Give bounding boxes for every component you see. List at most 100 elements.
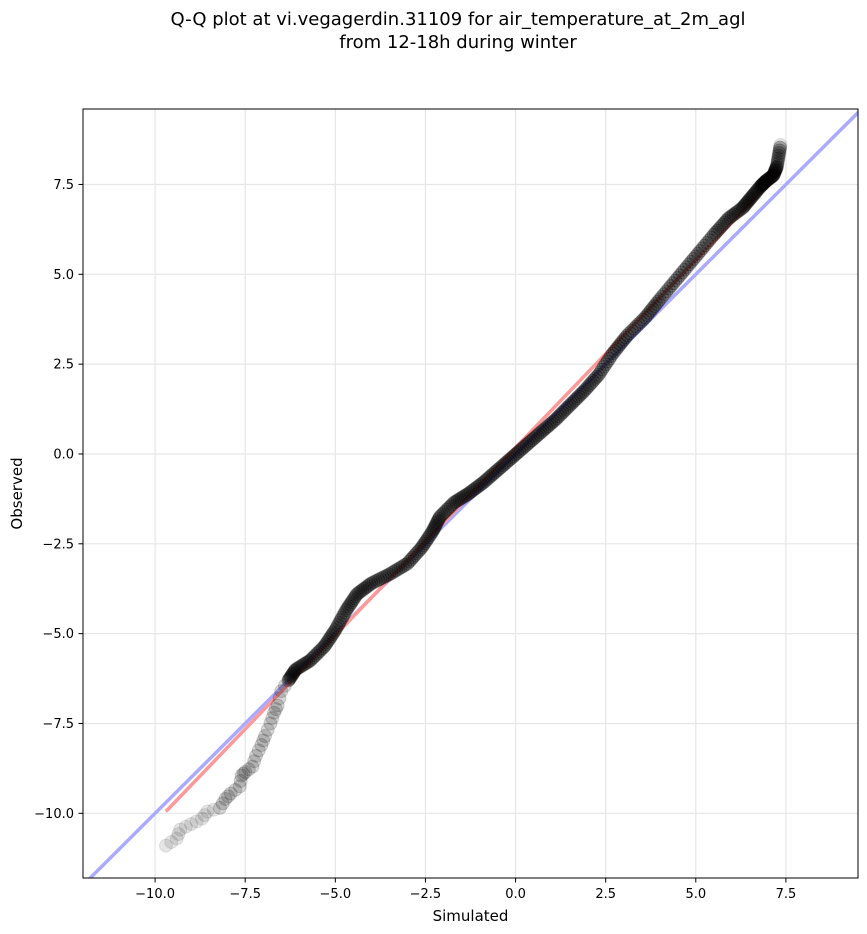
data-point xyxy=(321,633,336,648)
data-point xyxy=(645,301,660,316)
data-point xyxy=(447,495,462,510)
data-point xyxy=(522,434,537,449)
data-point xyxy=(771,148,786,163)
data-point xyxy=(503,452,518,467)
data-point xyxy=(169,831,184,846)
data-point xyxy=(598,357,613,372)
data-point xyxy=(666,276,681,291)
data-point xyxy=(301,654,316,669)
x-tick-label: 5.0 xyxy=(685,887,706,902)
data-point xyxy=(171,826,186,841)
data-point xyxy=(364,576,379,591)
data-point xyxy=(463,485,478,500)
data-point xyxy=(497,456,512,471)
data-point xyxy=(331,618,346,633)
data-point xyxy=(258,729,273,744)
data-point xyxy=(557,403,572,418)
y-tick-label: 5.0 xyxy=(53,268,74,283)
data-point xyxy=(233,773,248,788)
data-point xyxy=(710,223,725,238)
data-point xyxy=(325,627,340,642)
data-point xyxy=(438,504,453,519)
data-point xyxy=(441,500,456,515)
data-point xyxy=(758,174,773,189)
data-point xyxy=(431,513,446,528)
data-point xyxy=(329,620,344,635)
data-point xyxy=(515,441,530,456)
data-point xyxy=(221,789,236,804)
data-point xyxy=(465,483,480,498)
data-point xyxy=(670,270,685,285)
data-point xyxy=(456,489,471,504)
data-point xyxy=(706,227,721,242)
data-point xyxy=(495,458,510,473)
data-point xyxy=(744,190,759,205)
data-point xyxy=(434,508,449,523)
data-point xyxy=(189,814,204,829)
reference-lines xyxy=(87,110,858,878)
data-point xyxy=(324,629,339,644)
data-point xyxy=(765,169,780,184)
data-point xyxy=(429,517,444,532)
data-points xyxy=(158,137,788,853)
data-point xyxy=(313,642,328,657)
data-point xyxy=(767,165,782,180)
data-point xyxy=(533,425,548,440)
data-point xyxy=(593,365,608,380)
data-point xyxy=(215,796,230,811)
data-point xyxy=(550,411,565,426)
data-point xyxy=(391,561,406,576)
data-point xyxy=(287,663,302,678)
data-point xyxy=(714,219,729,234)
data-point xyxy=(743,191,758,206)
data-point xyxy=(528,430,543,445)
data-point xyxy=(582,378,597,393)
data-point xyxy=(241,762,256,777)
data-point xyxy=(292,660,307,675)
data-point xyxy=(468,481,483,496)
data-point xyxy=(274,684,289,699)
data-point xyxy=(541,419,555,434)
data-point xyxy=(467,482,482,497)
data-point xyxy=(723,210,738,225)
data-point xyxy=(768,162,783,177)
data-point xyxy=(761,171,776,186)
data-point xyxy=(328,623,343,638)
data-point xyxy=(400,556,415,571)
data-point xyxy=(679,260,694,275)
data-point xyxy=(184,817,199,832)
data-point xyxy=(317,639,332,654)
x-tick-label: −10.0 xyxy=(135,887,175,902)
y-tick-label: 0.0 xyxy=(53,447,74,462)
data-point xyxy=(312,644,327,659)
data-point xyxy=(726,207,741,222)
data-point xyxy=(524,433,539,448)
data-point xyxy=(519,437,534,452)
data-point xyxy=(752,180,767,195)
data-point xyxy=(477,474,492,489)
data-point xyxy=(492,461,507,476)
data-point xyxy=(614,335,629,350)
y-tick-label: −5.0 xyxy=(42,627,74,642)
data-point xyxy=(360,579,375,594)
data-point xyxy=(407,548,422,563)
data-point xyxy=(333,613,348,628)
data-point xyxy=(759,173,774,188)
data-point xyxy=(347,591,362,606)
data-point xyxy=(686,252,701,267)
data-point xyxy=(607,344,622,359)
data-point xyxy=(326,625,341,640)
data-point xyxy=(245,759,260,774)
data-point xyxy=(268,702,283,717)
data-point xyxy=(494,459,509,474)
data-point xyxy=(335,610,350,625)
data-point xyxy=(284,669,299,684)
data-point xyxy=(586,373,601,388)
data-point xyxy=(445,497,460,512)
data-point xyxy=(526,431,541,446)
data-point xyxy=(382,567,397,582)
data-point xyxy=(288,662,303,677)
data-point xyxy=(661,281,676,296)
data-point xyxy=(542,417,557,432)
data-point xyxy=(281,673,296,688)
